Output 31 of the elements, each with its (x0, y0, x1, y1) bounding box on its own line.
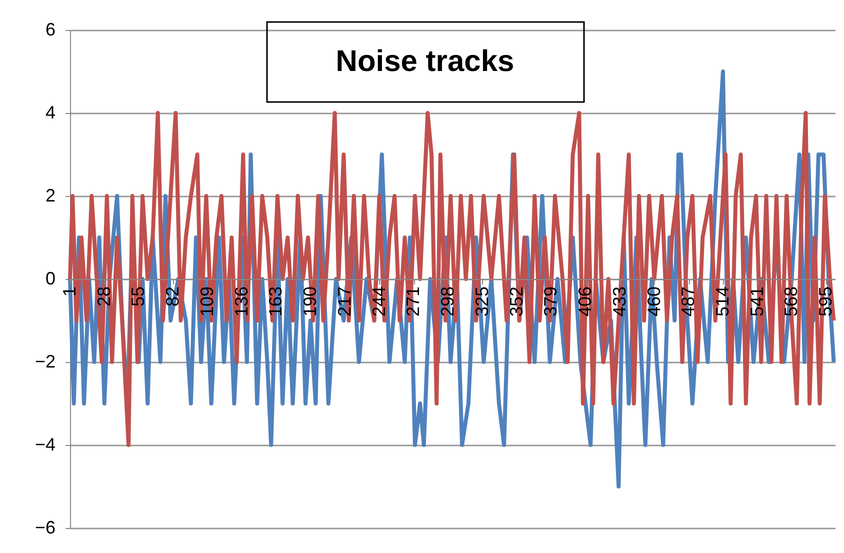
x-tick-label: 379 (540, 286, 561, 317)
x-tick-label: 541 (746, 286, 767, 317)
x-tick-label: 595 (816, 286, 836, 317)
y-tick-label: 6 (45, 20, 56, 40)
x-tick-label: 28 (94, 286, 114, 307)
y-tick-label: −6 (34, 518, 56, 538)
x-tick-label: 406 (575, 286, 596, 317)
x-tick-label: 433 (609, 286, 630, 317)
x-tick-label: 487 (678, 286, 698, 317)
x-tick-label: 163 (266, 286, 286, 317)
x-tick-label: 109 (196, 286, 217, 317)
x-tick-label: 271 (403, 286, 424, 317)
text: Noise tracks (336, 45, 514, 78)
x-tick-label: 298 (438, 286, 458, 317)
x-tick-label: 514 (712, 286, 732, 317)
x-tick-label: 352 (506, 286, 526, 317)
y-tick-label: −2 (34, 352, 56, 372)
x-tick-label: 568 (781, 286, 802, 317)
x-tick-label: 1 (60, 286, 80, 297)
x-tick-label: 460 (644, 286, 664, 317)
x-tick-label: 136 (231, 286, 252, 317)
y-tick-label: −4 (34, 434, 56, 454)
x-tick-label: 82 (162, 286, 183, 307)
y-tick-label: 2 (45, 186, 56, 206)
x-tick-label: 244 (368, 286, 389, 317)
x-tick-label: 55 (128, 286, 148, 307)
x-tick-label: 325 (472, 286, 492, 317)
x-tick-label: 217 (334, 286, 354, 317)
y-tick-label: 0 (45, 268, 56, 288)
y-tick-label: 4 (45, 102, 56, 122)
x-tick-label: 190 (300, 286, 320, 317)
